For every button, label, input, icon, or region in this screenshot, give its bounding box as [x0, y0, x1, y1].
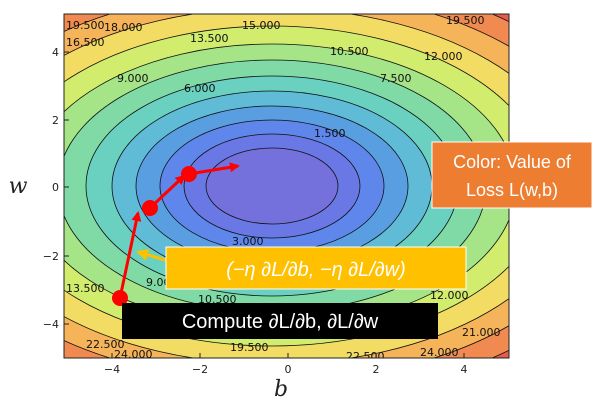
x-tick-label: −4: [104, 363, 120, 376]
y-axis-label: w: [9, 174, 28, 199]
y-tick-label: 4: [52, 46, 59, 59]
x-tick-label: 0: [285, 363, 292, 376]
path-point: [181, 166, 197, 182]
contour-labels: 19.500 18.000 16.500 15.000 13.500 10.50…: [66, 14, 501, 363]
path-segment: [118, 211, 142, 299]
contour-label: 22.500: [346, 350, 385, 363]
update-rule-callout: (−η ∂L/∂b, −η ∂L/∂w): [165, 246, 467, 290]
contour-label: 24.000: [420, 346, 459, 359]
contour-label: 15.000: [242, 19, 281, 32]
x-axis-label: b: [274, 377, 288, 402]
contour-label: 24.000: [114, 348, 153, 361]
x-tick-label: 2: [373, 363, 380, 376]
contour-label: 19.500: [230, 341, 269, 354]
contour-label: 1.500: [314, 127, 346, 140]
contour-label: 13.500: [190, 32, 229, 45]
compute-callout: Compute ∂L/∂b, ∂L/∂w: [122, 303, 438, 339]
color-note-line1: Color: Value of: [453, 152, 572, 172]
contour-label: 10.500: [198, 293, 237, 306]
y-tick-label: 2: [52, 114, 59, 127]
x-tick-label: −2: [192, 363, 208, 376]
contour-label: 22.500: [86, 338, 125, 351]
contour-label: 6.000: [184, 82, 216, 95]
update-rule-text: (−η ∂L/∂b, −η ∂L/∂w): [226, 259, 406, 281]
y-tick-label: −4: [43, 318, 59, 331]
y-tick-label: 0: [52, 181, 59, 194]
x-tick-label: 4: [461, 363, 468, 376]
color-note-callout: Color: Value of Loss L(w,b): [431, 141, 593, 209]
contour-label: 19.500: [446, 14, 485, 27]
compute-text: Compute ∂L/∂b, ∂L/∂w: [182, 311, 379, 333]
contour-label: 12.000: [424, 50, 463, 63]
contour-label: 9.000: [117, 72, 149, 85]
path-point: [112, 290, 128, 306]
contour-label: 10.500: [330, 45, 369, 58]
contour-label: 7.500: [380, 72, 412, 85]
x-axis: [111, 353, 465, 358]
color-note-line2: Loss L(w,b): [466, 180, 558, 200]
path-point: [142, 200, 158, 216]
path-segment: [188, 162, 240, 176]
y-axis: [64, 51, 69, 325]
contour-label: 3.000: [232, 235, 264, 248]
y-tick-label: −2: [43, 250, 59, 263]
contour-label: 13.500: [66, 282, 105, 295]
contour-label: 21.000: [462, 326, 501, 339]
contour-label: 18.000: [104, 21, 143, 34]
descent-path: [112, 162, 240, 306]
contour-label: 16.500: [66, 36, 105, 49]
contour-label: 19.500: [66, 19, 105, 32]
contour-label: 12.000: [430, 289, 469, 302]
